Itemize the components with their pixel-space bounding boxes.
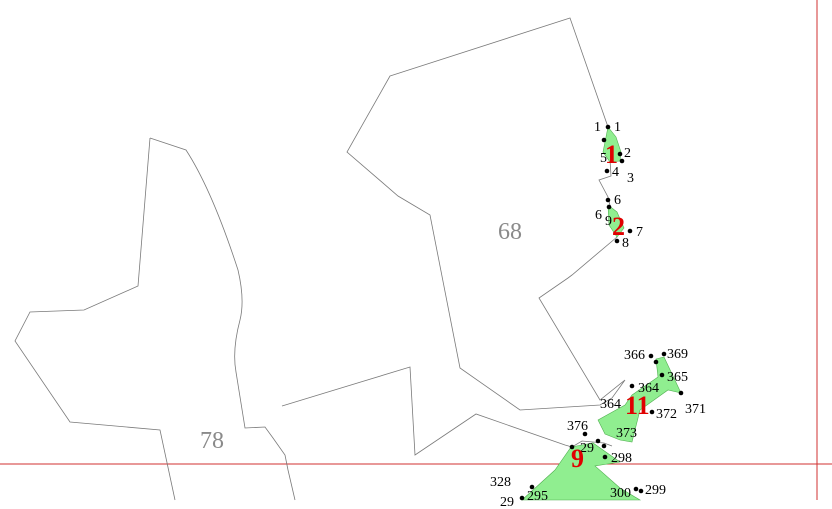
point-label: 371 [685,402,706,417]
point-label: 4 [612,165,619,180]
area-label-78: 78 [200,428,224,454]
point-label: 300 [610,486,631,501]
parcel-78-west-boundary [14,137,176,501]
point-label: 8 [622,236,629,251]
point-label: 376 [567,419,588,434]
point-label: 1 [614,120,621,135]
plot-label-9[interactable]: 9 [571,444,584,473]
plot-9-shape[interactable] [521,442,642,501]
point-label: 373 [616,426,637,441]
point-label: 29 [500,495,514,509]
point-label: 364 [638,381,659,396]
point-label: 298 [611,451,632,466]
parcel-78-boundary[interactable] [149,137,296,501]
point-label: 364 [600,397,621,412]
point-label: 6 [595,208,602,223]
point-label: 2 [624,146,631,161]
adjacent-parcel-boundary [281,366,613,456]
point-label: 365 [667,370,688,385]
point-label: 366 [624,348,645,363]
parcel-68-boundary[interactable] [346,17,626,411]
area-label-68: 68 [498,219,522,245]
point-label: 328 [490,475,511,490]
point-label: 7 [636,225,643,240]
point-label: 29 [580,441,594,456]
point-label: 6 [614,193,621,208]
point-label: 295 [527,489,548,504]
plot-label-1[interactable]: 1 [605,140,618,169]
plot-label-2[interactable]: 2 [612,212,625,241]
survey-point-markers [519,124,684,501]
survey-point-labels: 1 1 5 2 4 3 6 6 9 7 8 366 369 365 364 36… [490,120,706,509]
plot-2-shape[interactable] [607,204,625,238]
point-label: 3 [627,171,634,186]
point-label: 9 [605,214,612,229]
point-label: 1 [594,120,601,135]
point-label: 299 [645,483,666,498]
point-label: 5 [600,151,607,166]
point-label: 372 [656,407,677,422]
plot-label-11[interactable]: 11 [625,391,650,420]
point-label: 369 [667,347,688,362]
